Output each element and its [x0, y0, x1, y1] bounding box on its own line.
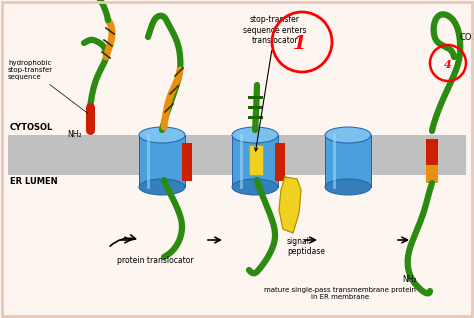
Bar: [249, 145, 263, 175]
Text: protein translocator: protein translocator: [117, 256, 193, 265]
Bar: [232, 135, 278, 187]
Text: NH₂: NH₂: [403, 275, 417, 284]
Text: stop-transfer
sequence enters
translocator: stop-transfer sequence enters translocat…: [243, 15, 307, 151]
Text: 4: 4: [444, 59, 452, 71]
Text: ER LUMEN: ER LUMEN: [10, 177, 58, 186]
Bar: [426, 165, 438, 183]
Bar: [139, 135, 185, 187]
Ellipse shape: [232, 179, 278, 195]
Text: hydrophobic
stop-transfer
sequence: hydrophobic stop-transfer sequence: [8, 60, 88, 113]
Bar: [426, 139, 438, 171]
Ellipse shape: [232, 127, 278, 143]
Bar: [275, 143, 285, 181]
Text: COOH: COOH: [460, 32, 474, 42]
Ellipse shape: [325, 127, 371, 143]
Text: 1: 1: [293, 35, 307, 53]
Text: NH₂: NH₂: [67, 130, 82, 139]
Text: ER signal
sequence: ER signal sequence: [0, 317, 1, 318]
Ellipse shape: [139, 179, 185, 195]
Text: signal
peptidase: signal peptidase: [287, 237, 325, 256]
Text: mature single-pass transmembrane protein
in ER membrane: mature single-pass transmembrane protein…: [264, 287, 416, 300]
Text: CYTOSOL: CYTOSOL: [10, 123, 53, 132]
Bar: [182, 143, 192, 181]
Bar: [325, 135, 371, 187]
Ellipse shape: [325, 179, 371, 195]
Polygon shape: [279, 177, 301, 233]
Bar: [8, 135, 466, 175]
Ellipse shape: [139, 127, 185, 143]
